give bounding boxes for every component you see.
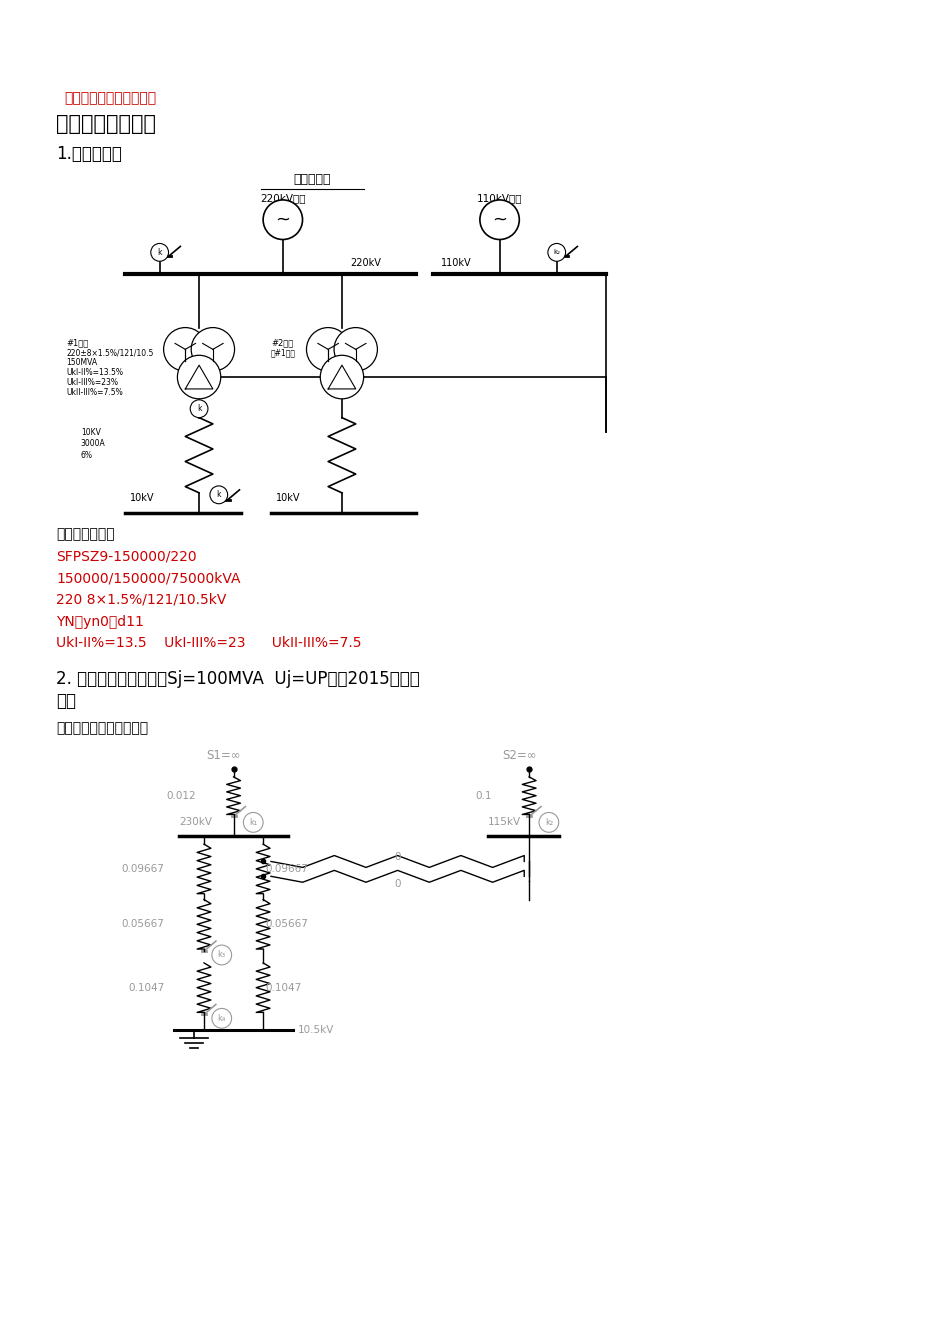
- Circle shape: [191, 328, 234, 372]
- Circle shape: [320, 356, 363, 398]
- Text: 同#1主变: 同#1主变: [271, 349, 295, 357]
- Text: k: k: [216, 491, 221, 499]
- Text: UkI-II%=13.5    UkI-III%=23      UkII-III%=7.5: UkI-II%=13.5 UkI-III%=23 UkII-III%=7.5: [56, 636, 362, 650]
- Text: 1.网络示意图: 1.网络示意图: [56, 146, 122, 163]
- Circle shape: [480, 201, 519, 239]
- Text: 0.1: 0.1: [475, 790, 491, 801]
- Circle shape: [163, 328, 207, 372]
- Text: k₂: k₂: [545, 818, 552, 826]
- Text: 正序、负序等值阻抗图：: 正序、负序等值阻抗图：: [56, 722, 148, 735]
- Text: 0.05667: 0.05667: [122, 920, 164, 929]
- Text: YN，yn0，d11: YN，yn0，d11: [56, 615, 143, 628]
- Text: 115kV: 115kV: [487, 817, 520, 828]
- Circle shape: [548, 243, 565, 261]
- Text: k₁: k₁: [249, 818, 257, 826]
- Text: UkI-II%=13.5%: UkI-II%=13.5%: [66, 368, 123, 377]
- Circle shape: [151, 243, 168, 261]
- Text: 0.1047: 0.1047: [265, 983, 301, 992]
- Circle shape: [334, 328, 377, 372]
- Text: 220kV: 220kV: [349, 258, 380, 269]
- Text: UkI-III%=23%: UkI-III%=23%: [66, 378, 118, 386]
- Text: SFPSZ9-150000/220: SFPSZ9-150000/220: [56, 550, 196, 563]
- Circle shape: [538, 813, 558, 832]
- Text: 110kV系统: 110kV系统: [477, 193, 522, 203]
- Text: 10kV: 10kV: [130, 493, 155, 503]
- Circle shape: [244, 813, 262, 832]
- Text: S1=∞: S1=∞: [206, 749, 241, 762]
- Text: 2. 网络等值阻抗图：（Sj=100MVA  Uj=UP）（2015年的阻: 2. 网络等值阻抗图：（Sj=100MVA Uj=UP）（2015年的阻: [56, 670, 419, 689]
- Text: 10kV: 10kV: [276, 493, 300, 503]
- Text: 10KV
3000A
6%: 10KV 3000A 6%: [81, 428, 106, 460]
- Text: 一、短路电流计算: 一、短路电流计算: [56, 114, 156, 134]
- Text: 短路电流计算及设备选择: 短路电流计算及设备选择: [64, 91, 156, 106]
- Text: 抗）: 抗）: [56, 691, 76, 710]
- Circle shape: [190, 400, 208, 417]
- Circle shape: [177, 356, 221, 398]
- Text: 接线示意图: 接线示意图: [294, 174, 330, 186]
- Text: 0.09667: 0.09667: [265, 864, 308, 874]
- Circle shape: [211, 945, 231, 965]
- Text: 0: 0: [394, 880, 400, 889]
- Text: 0: 0: [394, 852, 400, 861]
- Text: 220kV系统: 220kV系统: [260, 193, 305, 203]
- Circle shape: [306, 328, 349, 372]
- Text: 220 8×1.5%/121/10.5kV: 220 8×1.5%/121/10.5kV: [56, 592, 227, 607]
- Text: ~: ~: [275, 211, 290, 229]
- Text: 110kV: 110kV: [440, 258, 471, 269]
- Text: 230kV: 230kV: [179, 817, 212, 828]
- Text: ~: ~: [492, 211, 507, 229]
- Text: 150MVA: 150MVA: [66, 358, 97, 368]
- Circle shape: [210, 485, 228, 504]
- Text: 主变压器型号：: 主变压器型号：: [56, 528, 115, 541]
- Text: UkII-III%=7.5%: UkII-III%=7.5%: [66, 388, 123, 397]
- Text: k₃: k₃: [217, 951, 226, 960]
- Text: k: k: [158, 247, 161, 257]
- Text: 0.05667: 0.05667: [265, 920, 308, 929]
- Text: 0.012: 0.012: [166, 790, 196, 801]
- Text: 150000/150000/75000kVA: 150000/150000/75000kVA: [56, 571, 241, 586]
- Text: 10.5kV: 10.5kV: [297, 1025, 333, 1035]
- Text: k₂: k₂: [552, 250, 560, 255]
- Text: 0.09667: 0.09667: [122, 864, 164, 874]
- Circle shape: [211, 1008, 231, 1028]
- Text: 220±8×1.5%/121/10.5: 220±8×1.5%/121/10.5: [66, 349, 153, 357]
- Text: k₄: k₄: [217, 1013, 226, 1023]
- Circle shape: [262, 201, 302, 239]
- Text: #2主变: #2主变: [271, 338, 293, 348]
- Text: 0.1047: 0.1047: [128, 983, 164, 992]
- Text: k: k: [196, 404, 201, 413]
- Text: #1主变: #1主变: [66, 338, 88, 348]
- Text: S2=∞: S2=∞: [501, 749, 536, 762]
